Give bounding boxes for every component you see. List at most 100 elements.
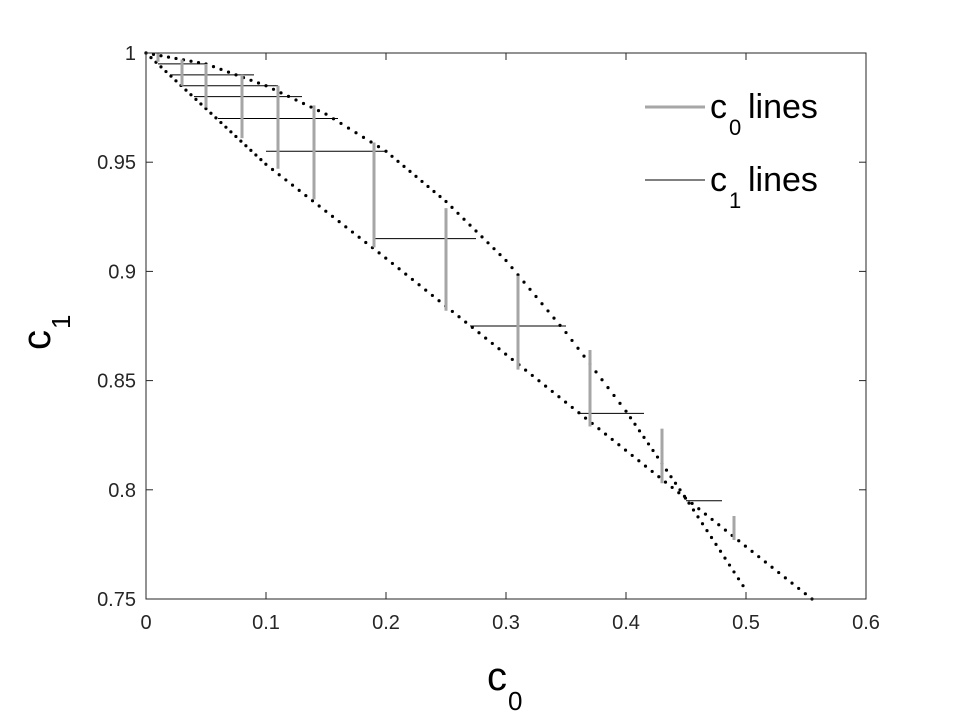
x-tick-label: 0.3 <box>492 612 520 634</box>
y-tick-label: 0.95 <box>97 152 136 174</box>
upper-boundary-dot <box>316 109 321 113</box>
upper-boundary-dot <box>714 542 718 547</box>
upper-boundary-dot <box>354 131 358 135</box>
lower-boundary-dot <box>404 272 408 276</box>
lower-boundary-dot <box>663 480 668 484</box>
y-tick-label: 0.85 <box>97 371 136 393</box>
lower-boundary-dot <box>457 315 461 319</box>
lower-boundary-dot <box>209 111 213 115</box>
lower-boundary-dot <box>324 209 328 213</box>
lower-boundary-dot <box>637 459 641 463</box>
upper-boundary-dot <box>651 448 655 453</box>
lower-boundary-dot <box>310 199 315 203</box>
upper-boundary-dot <box>279 91 283 95</box>
lower-boundary-dot <box>417 283 421 287</box>
lower-boundary-dot <box>264 162 268 166</box>
upper-boundary-dot <box>294 98 298 102</box>
x-tick-label: 0.6 <box>852 612 880 634</box>
lower-boundary-dot <box>149 56 153 60</box>
legend-label-suffix: lines <box>748 88 818 126</box>
y-tick-label: 1 <box>125 43 136 65</box>
lower-boundary-dot <box>304 193 308 198</box>
lower-boundary-dot <box>484 336 488 340</box>
lower-boundary-dot <box>254 153 258 157</box>
upper-boundary-dot <box>339 121 343 126</box>
upper-boundary-dot <box>256 81 261 85</box>
lower-boundary-dot <box>239 139 243 143</box>
y-axis-title-group: c1 <box>15 315 76 350</box>
lower-boundary-dot <box>199 102 203 106</box>
lower-boundary-dot <box>284 178 288 182</box>
upper-boundary-dot <box>678 488 682 492</box>
legend-label-subscript: 0 <box>729 115 741 140</box>
lower-boundary-dot <box>297 188 301 192</box>
legend-label: c <box>710 161 727 199</box>
upper-boundary-dot <box>594 370 598 374</box>
lower-boundary-dot <box>530 373 534 378</box>
upper-boundary-dot <box>438 194 442 199</box>
upper-boundary-dot <box>709 535 714 540</box>
lower-boundary-dot <box>229 130 233 134</box>
lower-boundary-dot <box>357 235 361 239</box>
lower-boundary-dot <box>204 107 208 111</box>
upper-boundary-dot <box>468 223 472 227</box>
lower-boundary-dot <box>259 158 263 162</box>
y-tick-label: 0.75 <box>97 589 136 611</box>
lower-boundary-dot <box>783 576 787 580</box>
lower-boundary-dot <box>683 496 688 500</box>
lower-boundary-dot <box>350 230 355 234</box>
lower-boundary-dot <box>603 432 608 436</box>
lower-boundary-dot <box>623 448 628 452</box>
lower-boundary-dot <box>743 544 748 548</box>
lower-boundary-dot <box>770 565 774 569</box>
upper-boundary-dot <box>450 205 454 210</box>
lower-boundary-dot <box>317 204 321 208</box>
upper-boundary-dot <box>736 577 741 581</box>
upper-boundary-dot <box>546 309 550 313</box>
upper-boundary-dot <box>705 529 709 533</box>
y-tick-label: 0.9 <box>108 261 136 283</box>
lower-boundary-dot <box>757 555 761 559</box>
upper-boundary-dot <box>189 59 193 63</box>
lower-boundary-dot <box>470 325 474 330</box>
upper-boundary-dot <box>637 429 642 433</box>
x-axis-title-subscript: 0 <box>508 686 522 716</box>
upper-boundary-dot <box>582 354 586 358</box>
lower-boundary-dot <box>803 592 807 596</box>
upper-boundary-dot <box>510 266 514 270</box>
upper-boundary-dot <box>390 154 394 158</box>
lower-boundary-dot <box>524 368 528 372</box>
upper-boundary-dot <box>396 159 400 163</box>
upper-boundary-dot <box>570 338 574 343</box>
legend-label-suffix: lines <box>748 161 818 199</box>
lower-boundary-dot <box>377 251 381 255</box>
lower-boundary-dot <box>330 214 335 219</box>
upper-boundary-dot <box>534 294 538 299</box>
lower-boundary-dot <box>504 352 508 356</box>
upper-boundary-dot <box>309 105 313 109</box>
lower-boundary-dot <box>777 570 781 575</box>
upper-boundary-dot <box>727 563 732 567</box>
upper-boundary-dot <box>612 393 616 398</box>
lower-boundary-dot <box>617 443 621 447</box>
x-tick-label: 0.2 <box>372 612 400 634</box>
upper-boundary-dot <box>219 67 223 71</box>
y-tick-label: 0.8 <box>108 480 136 502</box>
upper-boundary-dot <box>691 508 696 512</box>
upper-boundary-dot <box>492 247 496 251</box>
lower-boundary-dot <box>477 331 481 335</box>
chart-marks <box>144 51 814 601</box>
upper-boundary-dot <box>346 126 351 130</box>
axes <box>145 52 867 600</box>
lower-boundary-dot <box>169 74 173 78</box>
upper-boundary-dot <box>474 229 478 233</box>
upper-boundary-dot <box>324 112 328 116</box>
upper-boundary-dot <box>522 280 526 284</box>
upper-boundary-dot <box>606 385 610 390</box>
upper-boundary-dot <box>673 481 678 485</box>
lower-boundary-dot <box>270 167 275 172</box>
lower-boundary-dot <box>630 453 634 458</box>
lower-boundary-dot <box>544 384 548 388</box>
upper-boundary-dot <box>669 475 673 479</box>
upper-boundary-dot <box>718 549 723 553</box>
